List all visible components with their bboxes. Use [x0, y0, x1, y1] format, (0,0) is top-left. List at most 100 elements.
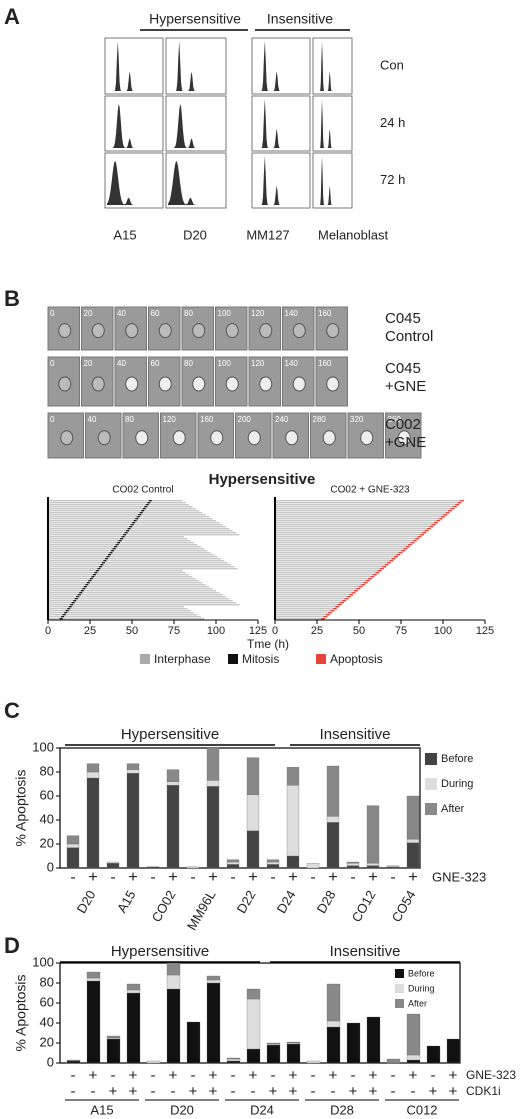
lane	[275, 582, 364, 584]
histogram	[254, 99, 308, 148]
treatment-mark: -	[431, 1067, 436, 1084]
lane-mitosis	[142, 508, 146, 510]
treatment-mark: +	[89, 1067, 98, 1084]
treatment-mark: +	[189, 1083, 198, 1100]
legend-label: After	[408, 998, 427, 1008]
lane-apoptosis	[384, 564, 389, 566]
treatment-mark: +	[269, 1083, 278, 1100]
cell	[192, 376, 206, 392]
lane-apoptosis	[375, 572, 380, 574]
x-tick-label: D24	[274, 888, 299, 916]
bar-segment	[226, 864, 240, 869]
x-tick-label: 50	[353, 625, 365, 637]
y-tick-label: 40	[40, 811, 54, 826]
cell	[225, 376, 239, 392]
bar-segment	[66, 843, 80, 848]
x-tick-label: CO02	[149, 888, 179, 925]
panel-letter: B	[4, 286, 20, 311]
lane-mitosis	[79, 592, 83, 594]
lane-mitosis	[106, 556, 110, 558]
bar-segment	[166, 781, 180, 786]
time-lapse-frame	[215, 306, 248, 351]
bar-segment	[246, 1048, 261, 1064]
legend-label: Before	[408, 968, 435, 978]
bar-segment	[146, 866, 160, 869]
lane-mitosis	[139, 512, 143, 514]
lane-apoptosis	[363, 582, 368, 584]
bar-segment	[266, 861, 280, 865]
panel-letter: C	[4, 698, 20, 723]
histogram	[315, 41, 350, 91]
lane	[48, 566, 235, 568]
lane	[48, 596, 227, 598]
row-label: C002	[385, 416, 421, 433]
lane	[275, 584, 362, 586]
lane-apoptosis	[330, 610, 335, 612]
lane-mitosis	[132, 522, 136, 524]
x-tick-label: A15	[114, 888, 139, 916]
bar-segment	[426, 1045, 441, 1064]
lane-apoptosis	[342, 600, 347, 602]
frame-time: 160	[200, 415, 214, 424]
lane	[48, 618, 205, 620]
bar-segment	[206, 979, 221, 984]
bar-segment	[126, 983, 141, 991]
lane	[48, 614, 198, 616]
lane	[275, 606, 336, 608]
cell	[125, 323, 139, 339]
lane-mitosis	[114, 546, 118, 548]
lane	[48, 616, 201, 618]
lane	[275, 504, 456, 506]
bar-segment	[346, 1022, 361, 1064]
lane	[48, 592, 220, 594]
column-label: A15	[113, 227, 136, 242]
histogram-frame	[251, 152, 311, 209]
lane	[275, 538, 416, 540]
y-tick-label: 40	[40, 1014, 54, 1029]
lane-mitosis	[76, 596, 80, 598]
lane-mitosis	[111, 550, 114, 552]
treatment-mark: -	[151, 1083, 156, 1100]
lane-apoptosis	[379, 568, 384, 570]
lane	[275, 522, 434, 524]
treatment-mark: +	[328, 869, 337, 886]
lane	[48, 548, 205, 550]
lane	[48, 518, 213, 520]
treatment-mark: -	[110, 869, 115, 886]
cell	[247, 430, 261, 446]
treatment-mark: -	[270, 869, 275, 886]
lane	[48, 594, 223, 596]
legend-label: During	[408, 983, 435, 993]
bar-segment	[66, 847, 80, 869]
lane	[275, 570, 378, 572]
bar-segment	[86, 771, 100, 779]
treatment-mark: +	[129, 1067, 138, 1084]
x-tick-label: D22	[234, 888, 259, 916]
lane-apoptosis	[429, 526, 434, 528]
x-tick-label: A15	[90, 1102, 113, 1117]
lane	[48, 572, 186, 574]
lane-mitosis	[70, 604, 74, 606]
lane	[275, 590, 354, 592]
lane	[275, 536, 418, 538]
treatment-mark: +	[289, 1067, 298, 1084]
lane-mitosis	[59, 618, 63, 620]
lane-apoptosis	[349, 594, 354, 596]
lane	[275, 552, 399, 554]
bar-segment	[86, 977, 101, 982]
lane-mitosis	[77, 594, 81, 596]
treatment-mark: +	[248, 869, 257, 886]
lane-mitosis	[138, 514, 142, 516]
frame-time: 100	[218, 309, 232, 318]
bar-segment	[406, 1054, 421, 1061]
treatment-mark: +	[129, 1083, 138, 1100]
lane	[48, 552, 211, 554]
lane	[48, 590, 216, 592]
cell	[292, 323, 306, 339]
plot-subtitle: CO02 + GNE-323	[330, 485, 410, 496]
row-label: Con	[380, 57, 404, 72]
bar-segment	[166, 769, 180, 782]
treatment-mark: -	[71, 1083, 76, 1100]
bar-segment	[346, 861, 360, 864]
bar-segment	[266, 1043, 281, 1046]
